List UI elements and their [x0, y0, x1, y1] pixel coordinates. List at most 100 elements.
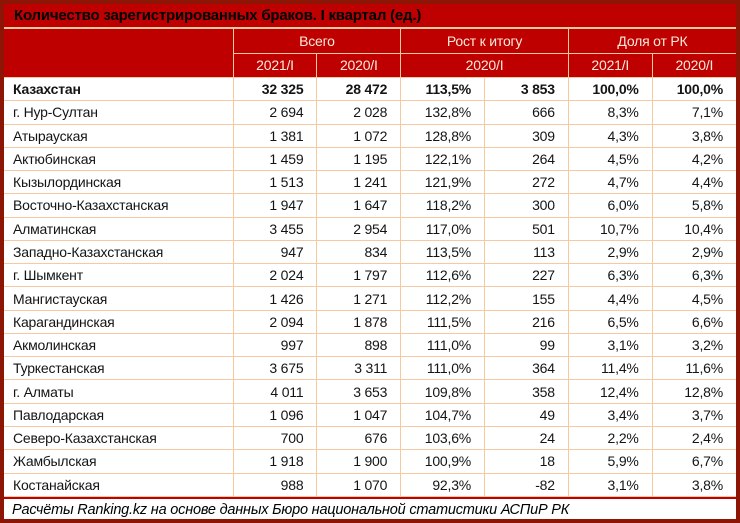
- subheader-row: 2021/I 2020/I 2020/I 2021/I 2020/I: [4, 52, 736, 78]
- growth-absolute-cell: 3 853: [484, 76, 569, 102]
- total-2020-cell: 1 271: [316, 286, 402, 311]
- region-cell: Северо-Казахстанская: [4, 425, 234, 451]
- region-cell: Кызылординская: [4, 170, 234, 195]
- share-2021-cell: 2,9%: [567, 239, 653, 265]
- share-2021-cell: 10,7%: [567, 216, 653, 241]
- subheader-total-2021: 2021/I: [232, 52, 318, 78]
- table-row: Карагандинская 2 094 1 878 111,5% 216 6,…: [4, 309, 736, 334]
- growth-percent-cell: 121,9%: [400, 170, 486, 195]
- growth-percent-cell: 111,0%: [400, 356, 486, 381]
- growth-percent-cell: 112,2%: [400, 286, 486, 311]
- region-cell: г. Алматы: [4, 379, 234, 404]
- growth-absolute-cell: 227: [484, 263, 569, 288]
- share-2021-cell: 5,9%: [567, 449, 653, 474]
- share-2021-cell: 100,0%: [567, 76, 653, 102]
- share-2020-cell: 10,4%: [651, 216, 736, 241]
- growth-percent-cell: 111,0%: [400, 332, 486, 358]
- total-2021-cell: 1 381: [232, 123, 318, 148]
- total-2021-cell: 1 513: [232, 170, 318, 195]
- share-2020-cell: 4,4%: [651, 170, 736, 195]
- share-2020-cell: 11,6%: [651, 356, 736, 381]
- table-row: Казахстан 32 325 28 472 113,5% 3 853 100…: [4, 76, 736, 102]
- share-2021-cell: 4,5%: [567, 146, 653, 172]
- subheader-growth-2020: 2020/I: [400, 52, 569, 78]
- share-2021-cell: 4,7%: [567, 170, 653, 195]
- total-2020-cell: 28 472: [316, 76, 402, 102]
- total-2020-cell: 1 900: [316, 449, 402, 474]
- share-2020-cell: 6,3%: [651, 263, 736, 288]
- total-2020-cell: 834: [316, 239, 402, 265]
- total-2020-cell: 1 195: [316, 146, 402, 172]
- growth-percent-cell: 104,7%: [400, 402, 486, 427]
- growth-percent-cell: 128,8%: [400, 123, 486, 148]
- table-row: Восточно-Казахстанская 1 947 1 647 118,2…: [4, 193, 736, 218]
- total-2020-cell: 1 072: [316, 123, 402, 148]
- table-row: Актюбинская 1 459 1 195 122,1% 264 4,5% …: [4, 146, 736, 172]
- share-2021-cell: 12,4%: [567, 379, 653, 404]
- share-2021-cell: 8,3%: [567, 100, 653, 125]
- total-2021-cell: 1 459: [232, 146, 318, 172]
- share-2020-cell: 4,2%: [651, 146, 736, 172]
- growth-absolute-cell: 99: [484, 332, 569, 358]
- total-2020-cell: 2 028: [316, 100, 402, 125]
- region-cell: г. Нур-Султан: [4, 100, 234, 125]
- total-2021-cell: 4 011: [232, 379, 318, 404]
- table-row: Костанайская 988 1 070 92,3% -82 3,1% 3,…: [4, 472, 736, 497]
- share-2020-cell: 3,8%: [651, 123, 736, 148]
- growth-percent-cell: 103,6%: [400, 425, 486, 451]
- source-note: Расчёты Ranking.kz на основе данных Бюро…: [4, 497, 736, 519]
- table-row: Мангистауская 1 426 1 271 112,2% 155 4,4…: [4, 286, 736, 311]
- group-header-share: Доля от РК: [567, 28, 736, 54]
- subheader-total-2020: 2020/I: [316, 52, 402, 78]
- table-header: Всего Рост к итогу Доля от РК 2021/I 202…: [4, 28, 736, 78]
- total-2021-cell: 2 094: [232, 309, 318, 334]
- growth-absolute-cell: 49: [484, 402, 569, 427]
- growth-absolute-cell: 300: [484, 193, 569, 218]
- growth-absolute-cell: 364: [484, 356, 569, 381]
- table-row: Павлодарская 1 096 1 047 104,7% 49 3,4% …: [4, 402, 736, 427]
- region-cell: Карагандинская: [4, 309, 234, 334]
- total-2021-cell: 2 694: [232, 100, 318, 125]
- share-2021-cell: 6,3%: [567, 263, 653, 288]
- growth-absolute-cell: 666: [484, 100, 569, 125]
- total-2021-cell: 1 096: [232, 402, 318, 427]
- total-2021-cell: 1 947: [232, 193, 318, 218]
- table-row: г. Шымкент 2 024 1 797 112,6% 227 6,3% 6…: [4, 263, 736, 288]
- region-cell: Актюбинская: [4, 146, 234, 172]
- growth-percent-cell: 113,5%: [400, 76, 486, 102]
- region-cell: Восточно-Казахстанская: [4, 193, 234, 218]
- total-2021-cell: 3 675: [232, 356, 318, 381]
- table-row: Кызылординская 1 513 1 241 121,9% 272 4,…: [4, 170, 736, 195]
- region-cell: Казахстан: [4, 76, 234, 102]
- table-body: Казахстан 32 325 28 472 113,5% 3 853 100…: [4, 76, 736, 497]
- share-2021-cell: 4,3%: [567, 123, 653, 148]
- total-2021-cell: 947: [232, 239, 318, 265]
- region-cell: Жамбылская: [4, 449, 234, 474]
- region-cell: Акмолинская: [4, 332, 234, 358]
- subheader-share-2020: 2020/I: [651, 52, 736, 78]
- growth-percent-cell: 112,6%: [400, 263, 486, 288]
- share-2020-cell: 12,8%: [651, 379, 736, 404]
- share-2021-cell: 4,4%: [567, 286, 653, 311]
- table-row: Алматинская 3 455 2 954 117,0% 501 10,7%…: [4, 216, 736, 241]
- share-2020-cell: 100,0%: [651, 76, 736, 102]
- growth-percent-cell: 92,3%: [400, 472, 486, 497]
- table-row: Атырауская 1 381 1 072 128,8% 309 4,3% 3…: [4, 123, 736, 148]
- table-row: г. Нур-Султан 2 694 2 028 132,8% 666 8,3…: [4, 100, 736, 125]
- share-2020-cell: 3,8%: [651, 472, 736, 497]
- region-cell: Западно-Казахстанская: [4, 239, 234, 265]
- group-header-total: Всего: [232, 28, 402, 54]
- share-2020-cell: 2,9%: [651, 239, 736, 265]
- total-2020-cell: 3 653: [316, 379, 402, 404]
- subheader-share-2021: 2021/I: [567, 52, 653, 78]
- region-cell: Туркестанская: [4, 356, 234, 381]
- table-row: Северо-Казахстанская 700 676 103,6% 24 2…: [4, 425, 736, 451]
- growth-absolute-cell: 155: [484, 286, 569, 311]
- region-cell: Алматинская: [4, 216, 234, 241]
- share-2021-cell: 3,1%: [567, 332, 653, 358]
- total-2021-cell: 988: [232, 472, 318, 497]
- growth-absolute-cell: 309: [484, 123, 569, 148]
- share-2021-cell: 2,2%: [567, 425, 653, 451]
- growth-absolute-cell: 358: [484, 379, 569, 404]
- growth-percent-cell: 122,1%: [400, 146, 486, 172]
